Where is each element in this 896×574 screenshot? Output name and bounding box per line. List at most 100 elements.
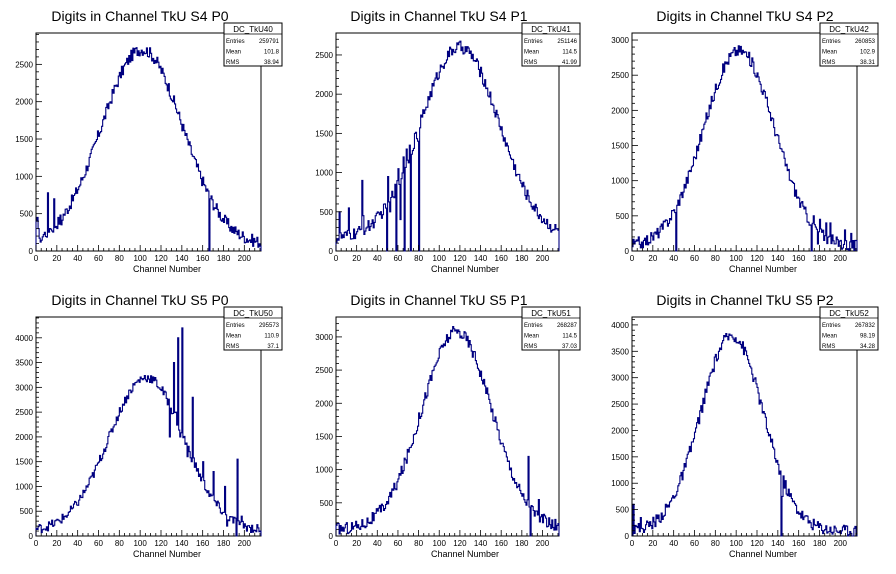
histogram-line — [335, 40, 560, 252]
y-tick-label: 2500 — [15, 408, 33, 417]
x-tick-label: 100 — [133, 539, 147, 548]
chart-title: Digits in Channel TkU S4 P2 — [656, 8, 833, 24]
x-tick-label: 0 — [34, 254, 39, 263]
stats-mean-label: Mean — [226, 334, 241, 340]
stats-mean-value: 102.9 — [860, 50, 876, 56]
x-tick-label: 180 — [515, 254, 529, 263]
stats-rms-label: RMS — [524, 344, 537, 350]
stats-mean-label: Mean — [822, 50, 837, 56]
stats-entries-value: 268287 — [557, 323, 578, 329]
y-tick-label: 1000 — [611, 479, 629, 488]
x-tick-label: 100 — [433, 539, 447, 548]
x-tick-label: 160 — [196, 539, 210, 548]
x-tick-label: 140 — [474, 254, 488, 263]
x-tick-label: 160 — [792, 539, 806, 548]
x-tick-label: 20 — [352, 254, 361, 263]
x-tick-label: 180 — [813, 539, 827, 548]
y-tick-label: 3500 — [611, 347, 629, 356]
stats-box: DC_TkU41 Entries 251146 Mean 114.5 RMS 41.99 — [521, 22, 581, 67]
y-tick-label: 500 — [20, 507, 34, 516]
stats-name: DC_TkU51 — [531, 309, 571, 318]
x-tick-label: 180 — [217, 254, 231, 263]
x-tick-label: 40 — [73, 539, 82, 548]
x-tick-label: 60 — [393, 254, 402, 263]
stats-box-frame — [521, 306, 581, 351]
x-tick-label: 180 — [515, 539, 529, 548]
stats-entries-value: 295573 — [259, 323, 280, 329]
chart-panel-c: 0 20 40 60 80 100 120 140 160 180 2000500100015002… — [611, 8, 879, 274]
y-tick-label: 2000 — [15, 98, 33, 107]
stats-box: DC_TkU50 Entries 295573 Mean 110.9 RMS 37.1 — [223, 306, 283, 351]
stats-name: DC_TkU52 — [829, 309, 869, 318]
y-tick-label: 2500 — [611, 400, 629, 409]
stats-mean-label: Mean — [226, 50, 241, 56]
y-tick-label: 3000 — [315, 333, 333, 342]
y-tick-label: 0 — [29, 532, 34, 541]
y-tick-label: 1500 — [611, 142, 629, 151]
y-tick-label: 2000 — [315, 90, 333, 99]
stats-box: DC_TkU42 Entries 260853 Mean 102.9 RMS 38.31 — [819, 22, 879, 67]
x-tick-label: 0 — [630, 254, 635, 263]
x-tick-label: 20 — [648, 539, 657, 548]
x-tick-label: 200 — [238, 539, 252, 548]
y-tick-label: 3000 — [611, 374, 629, 383]
x-tick-label: 80 — [115, 254, 124, 263]
stats-entries-value: 260853 — [855, 39, 876, 45]
x-tick-label: 120 — [453, 254, 467, 263]
y-tick-label: 500 — [616, 506, 630, 515]
x-tick-label: 20 — [648, 254, 657, 263]
stats-name: DC_TkU50 — [233, 309, 273, 318]
x-tick-label: 120 — [154, 539, 168, 548]
x-tick-label: 0 — [34, 539, 39, 548]
x-tick-label: 80 — [711, 539, 720, 548]
stats-entries-label: Entries — [822, 323, 841, 329]
y-tick-label: 1000 — [611, 177, 629, 186]
stats-mean-value: 101.8 — [264, 50, 280, 56]
x-tick-label: 40 — [669, 539, 678, 548]
chart-panel-d: 0 20 40 60 80 100 120 140 160 180 2000500100015002… — [15, 292, 283, 559]
stats-rms-label: RMS — [524, 60, 537, 66]
x-tick-label: 120 — [154, 254, 168, 263]
stats-rms-label: RMS — [822, 60, 835, 66]
y-tick-label: 500 — [616, 212, 630, 221]
x-axis-label: Channel Number — [431, 549, 499, 559]
y-tick-label: 500 — [20, 210, 34, 219]
histogram-line — [35, 47, 262, 252]
x-tick-label: 60 — [94, 254, 103, 263]
stats-mean-label: Mean — [822, 334, 837, 340]
y-tick-label: 2500 — [15, 60, 33, 69]
y-tick-label: 0 — [625, 247, 630, 256]
x-tick-label: 80 — [414, 254, 423, 263]
chart-title: Digits in Channel TkU S5 P1 — [350, 292, 527, 308]
x-tick-label: 140 — [175, 254, 189, 263]
x-tick-label: 60 — [94, 539, 103, 548]
x-tick-label: 40 — [373, 254, 382, 263]
x-tick-label: 200 — [536, 539, 550, 548]
chart-title: Digits in Channel TkU S5 P0 — [51, 292, 228, 308]
y-tick-label: 4000 — [15, 334, 33, 343]
stats-box: DC_TkU52 Entries 267832 Mean 98.19 RMS 34.28 — [819, 306, 879, 351]
x-tick-label: 160 — [792, 254, 806, 263]
histogram-line — [631, 332, 858, 537]
y-tick-label: 1500 — [315, 432, 333, 441]
y-tick-label: 500 — [320, 499, 334, 508]
stats-box-frame — [819, 306, 879, 351]
y-tick-label: 1500 — [15, 458, 33, 467]
histogram-line — [35, 327, 262, 537]
stats-mean-value: 114.5 — [562, 50, 577, 56]
chart-panel-b: 0 20 40 60 80 100 120 140 160 180 2000500100015002… — [315, 8, 581, 274]
stats-rms-label: RMS — [226, 344, 239, 350]
plot-frame — [631, 32, 858, 252]
y-tick-label: 3000 — [15, 383, 33, 392]
chart-panel-e: 0 20 40 60 80 100 120 140 160 180 2000500100015002… — [315, 292, 581, 559]
x-tick-label: 20 — [352, 539, 361, 548]
x-axis-label: Channel Number — [133, 549, 201, 559]
x-tick-label: 100 — [729, 254, 743, 263]
histogram-line — [631, 45, 858, 252]
stats-box-frame — [223, 22, 283, 67]
x-tick-label: 180 — [813, 254, 827, 263]
x-tick-label: 0 — [334, 539, 339, 548]
x-tick-label: 20 — [52, 254, 61, 263]
x-tick-label: 140 — [474, 539, 488, 548]
y-tick-label: 2000 — [611, 426, 629, 435]
